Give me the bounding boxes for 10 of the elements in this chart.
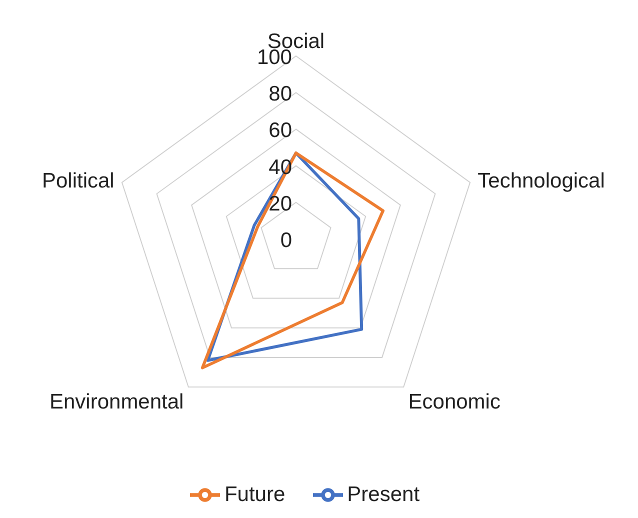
spoke-label: Technological <box>478 169 605 192</box>
y-tick-label: 80 <box>268 82 292 106</box>
legend-label: Future <box>224 482 286 506</box>
spoke-label: Political <box>42 169 114 192</box>
y-tick-label: 60 <box>268 119 292 142</box>
legend-label: Present <box>347 482 420 506</box>
spoke-label: Environmental <box>50 390 184 414</box>
y-tick-label: 20 <box>268 192 292 216</box>
y-tick-label: 0 <box>280 229 292 252</box>
spoke-label: Economic <box>408 390 500 414</box>
